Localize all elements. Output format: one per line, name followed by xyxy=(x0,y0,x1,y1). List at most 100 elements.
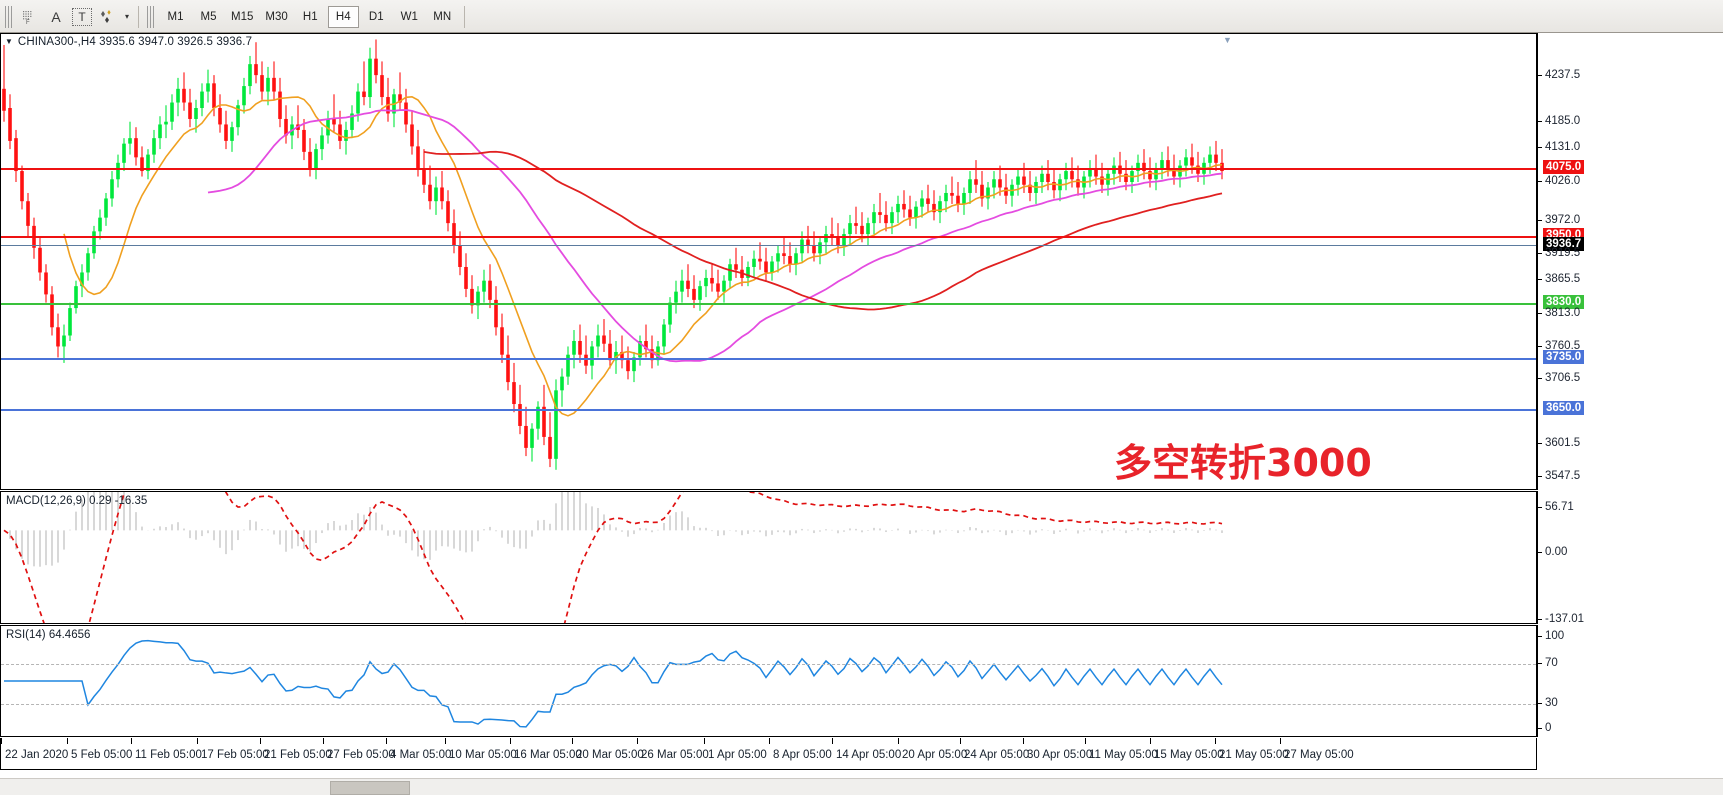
candle-body xyxy=(542,406,546,437)
price-plot-area[interactable] xyxy=(1,34,1536,489)
candle-body xyxy=(314,149,318,169)
chevron-down-icon[interactable]: ▾ xyxy=(124,12,129,21)
price-axis-tick xyxy=(1537,75,1542,76)
rsi-indicator-panel[interactable]: RSI(14) 64.4656 xyxy=(0,625,1537,737)
candle-body xyxy=(140,157,144,172)
price-level-line[interactable] xyxy=(1,236,1536,238)
macd-label: MACD(12,26,9) 0.29 -16.35 xyxy=(6,495,148,507)
candle-body xyxy=(224,124,228,141)
rsi-axis-tick xyxy=(1537,703,1542,704)
time-axis-label: 11 May 05:00 xyxy=(1089,749,1158,761)
price-axis[interactable]: 4237.5 4185.0 4131.0 4075.0 4026.0 3972.0 3950… xyxy=(1537,33,1723,551)
candle-body xyxy=(866,223,870,235)
price-level-label[interactable]: 3936.7 xyxy=(1543,237,1585,251)
text-box-button[interactable]: T xyxy=(69,5,95,29)
price-axis-line xyxy=(1537,33,1538,490)
macd-indicator-panel[interactable]: MACD(12,26,9) 0.29 -16.35 xyxy=(0,491,1537,624)
candle-body xyxy=(1088,168,1092,177)
candle-body xyxy=(1094,168,1098,177)
text-box-icon: T xyxy=(78,9,86,24)
candle-body xyxy=(164,121,168,125)
candle-body xyxy=(200,91,204,109)
candle-body xyxy=(302,129,306,152)
timeframe-mn[interactable]: MN xyxy=(433,10,452,23)
candle-body xyxy=(584,354,588,366)
timeframe-m5[interactable]: M5 xyxy=(200,10,217,23)
scrollbar-thumb[interactable] xyxy=(330,781,410,795)
price-level-line[interactable] xyxy=(1,168,1536,170)
price-level-label[interactable]: 3735.0 xyxy=(1543,350,1585,364)
candle-body xyxy=(470,288,474,306)
time-axis-tick xyxy=(832,738,833,744)
candle-body xyxy=(590,346,594,366)
macd-axis[interactable]: 56.71 0.00 -137.01 xyxy=(1537,491,1723,625)
macd-plot-area[interactable] xyxy=(1,492,1536,623)
rsi-guide-line xyxy=(1,664,1536,665)
candle-body xyxy=(932,203,936,213)
price-level-line[interactable] xyxy=(1,409,1536,411)
timeframe-m15[interactable]: M15 xyxy=(231,10,254,23)
price-level-label[interactable]: 3650.0 xyxy=(1543,401,1585,415)
timeframe-m1[interactable]: M1 xyxy=(167,10,184,23)
time-axis-label: 4 Mar 05:00 xyxy=(390,749,452,761)
toolbar-drag-handle[interactable] xyxy=(5,5,14,28)
candle-body xyxy=(680,280,684,292)
price-level-label[interactable]: 3830.0 xyxy=(1543,295,1585,309)
candle-body xyxy=(908,209,912,218)
price-chart-panel[interactable]: ▼ CHINA300-,H4 3935.6 3947.0 3926.5 3936… xyxy=(0,33,1537,490)
candle-body xyxy=(626,360,630,372)
rsi-plot-area[interactable] xyxy=(1,626,1536,736)
time-axis-tick xyxy=(510,738,511,744)
candle-body xyxy=(500,327,504,355)
timeframe-d1[interactable]: D1 xyxy=(368,10,384,23)
time-axis-label: 15 May 05:00 xyxy=(1154,749,1224,761)
candle-body xyxy=(434,187,438,202)
time-axis-tick xyxy=(960,738,961,744)
candle-body xyxy=(1184,157,1188,166)
timeframe-w1[interactable]: W1 xyxy=(400,10,418,23)
candle-body xyxy=(338,124,342,141)
timeframe-m30[interactable]: M30 xyxy=(265,10,288,23)
time-axis-tick xyxy=(1023,738,1024,744)
candle-body xyxy=(710,277,714,284)
candle-body xyxy=(1190,157,1194,166)
rsi-axis[interactable]: 100 70 30 0 xyxy=(1537,625,1723,737)
text-label-button[interactable]: A xyxy=(43,5,69,29)
collapse-triangle-icon[interactable]: ▼ xyxy=(5,37,13,46)
candle-body xyxy=(80,272,84,287)
timeframe-h1[interactable]: H1 xyxy=(302,10,318,23)
rsi-axis-label: 0 xyxy=(1545,722,1552,734)
candle-body xyxy=(92,231,96,254)
candle-body xyxy=(956,195,960,204)
price-level-line[interactable] xyxy=(1,245,1536,246)
price-level-line[interactable] xyxy=(1,303,1536,305)
horizontal-scrollbar[interactable] xyxy=(0,778,1723,795)
scrollbar-track[interactable] xyxy=(0,780,1723,795)
candle-body xyxy=(1124,173,1128,183)
objects-button[interactable] xyxy=(95,5,121,29)
rsi-line xyxy=(4,639,1223,728)
objects-icon xyxy=(101,9,111,23)
price-axis-label: 3972.0 xyxy=(1545,214,1581,226)
candle-body xyxy=(1028,184,1032,193)
symbol-header[interactable]: ▼ CHINA300-,H4 3935.6 3947.0 3926.5 3936… xyxy=(1,34,1538,49)
time-axis-label: 20 Mar 05:00 xyxy=(576,749,644,761)
text-a-icon: A xyxy=(51,8,61,25)
price-level-label[interactable]: 4075.0 xyxy=(1543,160,1585,174)
candle-body xyxy=(650,349,654,361)
price-level-line[interactable] xyxy=(1,358,1536,360)
candle-body xyxy=(854,223,858,226)
candle-body xyxy=(398,94,402,103)
price-axis-tick xyxy=(1537,378,1542,379)
candle-body xyxy=(1220,162,1224,172)
time-axis-label: 10 Mar 05:00 xyxy=(449,749,517,761)
timeframe-h4[interactable]: H4 xyxy=(327,5,359,28)
candle-body xyxy=(350,113,354,130)
candle-body xyxy=(944,192,948,202)
time-axis[interactable]: 22 Jan 2020 5 Feb 05:00 11 Feb 05:00 17 Feb… xyxy=(0,738,1537,770)
price-axis-label: 3760.5 xyxy=(1545,340,1581,352)
crosshair-grid-icon[interactable]: F xyxy=(17,5,43,29)
timeframe-drag-handle[interactable] xyxy=(147,5,156,28)
chart-annotation-text[interactable]: 多空转折3000 xyxy=(1114,441,1372,485)
candle-body xyxy=(554,390,558,459)
